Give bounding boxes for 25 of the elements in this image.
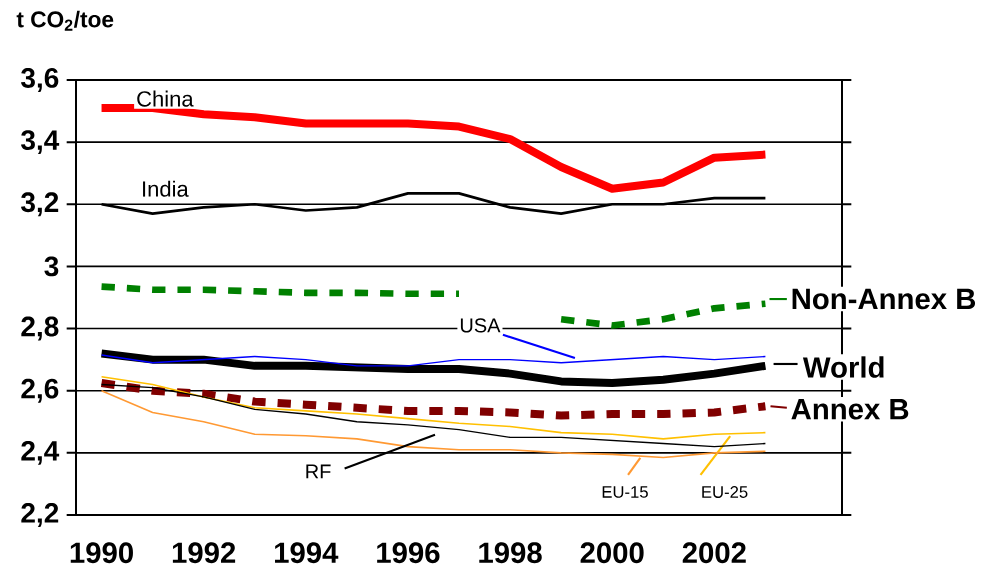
series-label: India [143, 180, 189, 197]
legend-label: Annex B [791, 399, 909, 420]
x-tick-label: 1994 [275, 542, 339, 564]
y-axis-title: t CO$_{2}$/toe [16, 10, 114, 31]
x-tick-label: 1998 [479, 542, 542, 564]
y-tick-label: 2,6 [21, 378, 59, 403]
y-tick-label: 3,4 [21, 130, 60, 155]
legend-label: Non-Annex B [792, 288, 976, 310]
series-label: China [137, 90, 194, 107]
x-tick-label: 1996 [377, 542, 440, 564]
text: RF [306, 464, 331, 479]
legend-label: World [802, 356, 884, 378]
legend-label: EU-25 [702, 486, 748, 498]
x-tick-label: 2002 [682, 542, 746, 564]
y-tick-label: 2,4 [21, 440, 60, 465]
x-tick-label: 2000 [580, 542, 644, 564]
x-tick-label: 1992 [172, 542, 236, 564]
series-label: USA [460, 318, 501, 333]
y-tick-label: 2,2 [21, 503, 59, 527]
y-tick-label: 2,8 [21, 316, 59, 341]
y-tick-label: 3 [44, 256, 59, 277]
y-tick-label: 3,2 [21, 192, 59, 217]
x-tick-label: 1990 [70, 542, 133, 564]
legend-label: EU-15 [602, 486, 648, 498]
y-tick-label: 3,6 [21, 68, 59, 92]
